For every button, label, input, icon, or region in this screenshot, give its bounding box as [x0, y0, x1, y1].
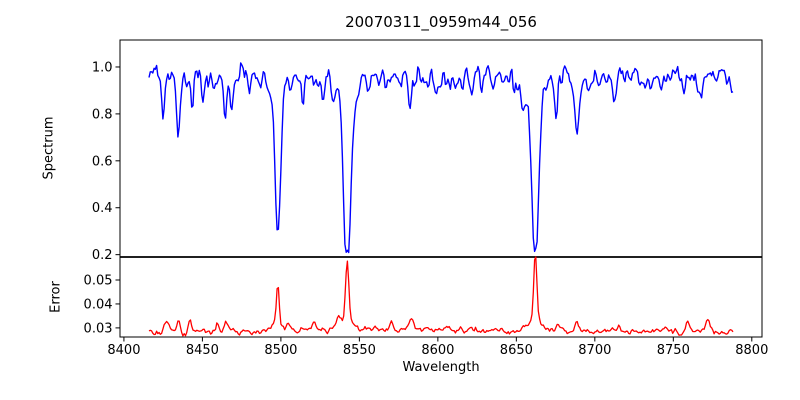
x-tick-label: 8700	[578, 343, 611, 358]
y-tick-label: 0.03	[84, 321, 113, 336]
spectrum-y-axis-label: Spectrum	[41, 116, 57, 180]
x-axis-label: Wavelength	[402, 360, 480, 375]
y-tick-label: 0.4	[92, 201, 113, 216]
plot-title: 20070311_0959m44_056	[345, 13, 537, 31]
x-tick-label: 8500	[264, 343, 297, 358]
y-tick-label: 0.6	[92, 154, 113, 169]
y-tick-label: 0.2	[92, 248, 113, 263]
x-tick-label: 8600	[421, 343, 454, 358]
tick-layer: 8400 8450 8500 8550 8600 8650 8700 8750 8800 1.0 0…	[84, 60, 769, 358]
x-tick-label: 8750	[657, 343, 690, 358]
y-tick-label: 1.0	[92, 60, 113, 75]
x-tick-label: 8650	[500, 343, 533, 358]
x-tick-label: 8450	[186, 343, 219, 358]
spectrum-series-line	[148, 62, 734, 254]
error-series-line	[148, 256, 734, 337]
y-tick-label: 0.05	[84, 273, 113, 288]
y-tick-label: 0.8	[92, 107, 113, 122]
x-tick-label: 8800	[735, 343, 768, 358]
y-tick-label: 0.04	[84, 297, 113, 312]
x-tick-label: 8550	[343, 343, 376, 358]
error-y-axis-label: Error	[48, 281, 64, 313]
spectrum-panel-frame	[119, 39, 763, 258]
x-tick-label: 8400	[107, 343, 140, 358]
